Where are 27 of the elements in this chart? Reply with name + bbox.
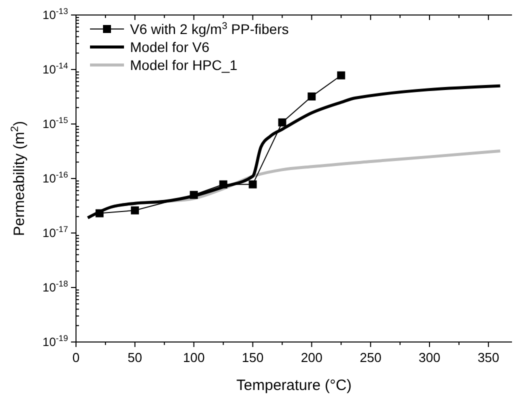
y-tick-label: 10$^{-13}$: [42, 6, 68, 22]
point: [190, 190, 198, 199]
legend-label: Model for V6: [130, 39, 210, 55]
x-tick-label: 50: [128, 350, 142, 365]
x-tick-label: 250: [360, 350, 382, 365]
point: [308, 92, 316, 100]
legend-label: V6 with 2 kg/m$^{3}$ PP-fibers: [130, 20, 289, 37]
x-tick-label: 350: [478, 350, 500, 365]
point: [337, 71, 346, 80]
point: [278, 118, 286, 126]
y-tick-label: 10$^{-17}$: [42, 224, 68, 240]
y-tick-label: 10$^{-15}$: [42, 115, 68, 131]
x-tick-label: 200: [300, 350, 323, 365]
y-tick-label: 10$^{-19}$: [42, 333, 68, 349]
y-tick-label: 10$^{-14}$: [42, 60, 68, 76]
x-tick-label: 100: [182, 350, 205, 365]
x-axis-title: Temperature (°C): [236, 377, 352, 394]
point: [96, 209, 104, 218]
x-tick-label: 150: [242, 350, 264, 365]
x-tick-label: 300: [418, 350, 440, 365]
y-tick-label: 10$^{-16}$: [42, 170, 68, 186]
x-tick-label: 0: [72, 350, 80, 365]
point: [219, 180, 228, 188]
point: [130, 206, 139, 214]
y-tick-label: 10$^{-18}$: [42, 278, 68, 294]
point: [248, 180, 257, 188]
legend-label: Model for HPC_1: [130, 57, 238, 73]
